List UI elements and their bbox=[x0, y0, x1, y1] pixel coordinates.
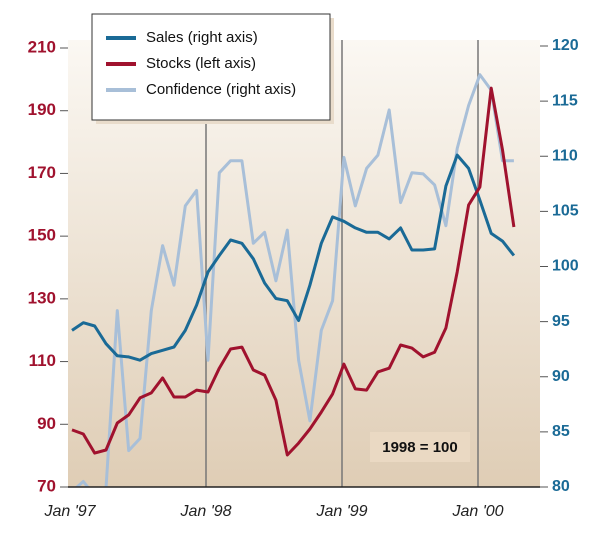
y-tick-label: 210 bbox=[28, 37, 56, 56]
legend-label: Sales (right axis) bbox=[146, 29, 258, 46]
y2-tick-label: 85 bbox=[552, 423, 570, 440]
y-tick-label: 170 bbox=[28, 163, 56, 182]
series-line bbox=[74, 73, 514, 487]
series-line bbox=[71, 86, 516, 457]
y2-tick-label: 95 bbox=[552, 313, 570, 330]
y2-tick-label: 120 bbox=[552, 37, 579, 54]
y-tick-label: 150 bbox=[28, 226, 56, 245]
series-line bbox=[71, 153, 516, 362]
legend-label: Confidence (right axis) bbox=[146, 81, 296, 98]
y-tick-label: 190 bbox=[28, 100, 56, 119]
y2-tick-label: 115 bbox=[552, 92, 578, 109]
y-tick-label: 90 bbox=[37, 414, 56, 433]
y2-tick-label: 90 bbox=[552, 368, 570, 385]
x-tick-label: Jan '00 bbox=[451, 503, 503, 520]
y-tick-label: 70 bbox=[37, 476, 56, 495]
y2-tick-label: 80 bbox=[552, 478, 570, 495]
x-tick-label: Jan '99 bbox=[315, 503, 367, 520]
legend-label: Stocks (left axis) bbox=[146, 55, 256, 72]
annotation-box bbox=[370, 432, 470, 462]
y-tick-label: 110 bbox=[29, 351, 56, 370]
y2-tick-label: 105 bbox=[552, 203, 579, 220]
y2-tick-label: 100 bbox=[552, 258, 579, 275]
y2-tick-label: 110 bbox=[552, 147, 578, 164]
annotation: 1998 = 100 bbox=[382, 439, 458, 456]
y-tick-label: 130 bbox=[28, 288, 56, 307]
x-tick-label: Jan '97 bbox=[43, 503, 96, 520]
x-tick-label: Jan '98 bbox=[179, 503, 231, 520]
legend bbox=[91, 13, 331, 121]
